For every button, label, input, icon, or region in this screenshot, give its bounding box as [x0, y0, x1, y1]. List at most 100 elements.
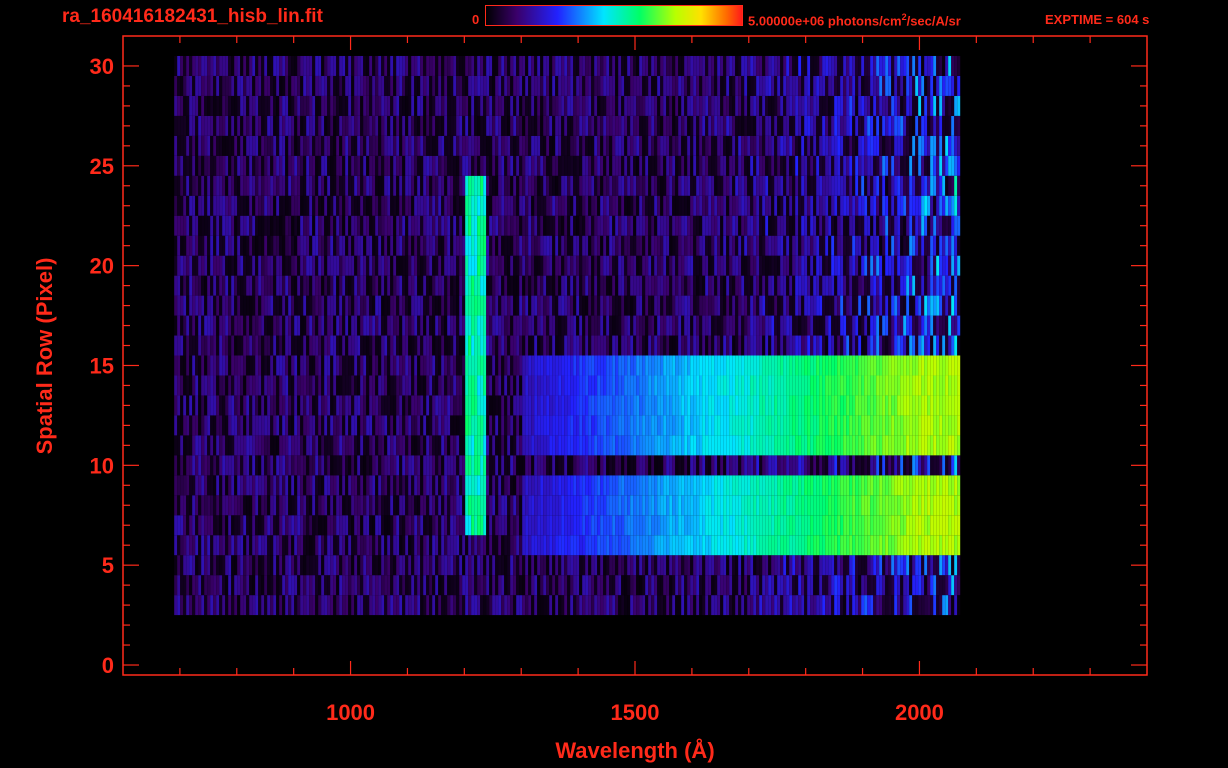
- heatmap-cell: [195, 475, 199, 496]
- heatmap-cell: [816, 315, 820, 336]
- heatmap-cell: [402, 415, 406, 436]
- heatmap-cell: [264, 575, 268, 596]
- heatmap-cell: [900, 515, 904, 536]
- heatmap-cell: [666, 455, 670, 476]
- heatmap-cell: [507, 395, 511, 416]
- heatmap-cell: [183, 515, 187, 536]
- heatmap-cell: [240, 295, 244, 316]
- heatmap-cell: [792, 375, 796, 396]
- heatmap-cell: [855, 495, 859, 516]
- heatmap-cell: [504, 475, 508, 496]
- heatmap-cell: [354, 395, 358, 416]
- heatmap-cell: [633, 495, 637, 516]
- heatmap-cell: [918, 355, 922, 376]
- heatmap-cell: [663, 515, 667, 536]
- heatmap-cell: [453, 415, 457, 436]
- heatmap-cell: [228, 475, 232, 496]
- heatmap-cell: [708, 595, 712, 616]
- heatmap-cell: [627, 595, 631, 616]
- heatmap-cell: [225, 255, 229, 276]
- heatmap-cell: [537, 475, 541, 496]
- heatmap-cell: [537, 535, 541, 556]
- heatmap-cell: [624, 495, 628, 516]
- heatmap-cell: [318, 375, 322, 396]
- heatmap-cell: [234, 415, 238, 436]
- heatmap-cell: [840, 235, 844, 256]
- heatmap-cell: [447, 235, 451, 256]
- heatmap-cell: [756, 495, 760, 516]
- heatmap-cell: [744, 475, 748, 496]
- heatmap-cell: [672, 435, 676, 456]
- heatmap-cell: [366, 535, 370, 556]
- heatmap-cell: [933, 415, 937, 436]
- heatmap-cell: [696, 515, 700, 536]
- heatmap-cell: [225, 395, 229, 416]
- heatmap-cell: [216, 575, 220, 596]
- heatmap-cell: [609, 475, 613, 496]
- heatmap-cell: [588, 355, 592, 376]
- heatmap-cell: [234, 355, 238, 376]
- heatmap-cell: [714, 255, 718, 276]
- heatmap-cell: [441, 435, 445, 456]
- heatmap-cell: [945, 335, 949, 356]
- heatmap-cell: [453, 295, 457, 316]
- heatmap-cell: [453, 255, 457, 276]
- heatmap-cell: [675, 455, 679, 476]
- heatmap-cell: [480, 555, 484, 576]
- heatmap-cell: [741, 395, 745, 416]
- heatmap-cell: [540, 515, 544, 536]
- heatmap-cell: [594, 315, 598, 336]
- heatmap-cell: [615, 355, 619, 376]
- heatmap-cell: [765, 555, 769, 576]
- heatmap-cell: [492, 575, 496, 596]
- heatmap-cell: [534, 395, 538, 416]
- heatmap-cell: [189, 315, 193, 336]
- heatmap-cell: [534, 275, 538, 296]
- heatmap-cell: [555, 455, 559, 476]
- heatmap-cell: [693, 235, 697, 256]
- heatmap-cell: [258, 595, 262, 616]
- heatmap-cell: [270, 315, 274, 336]
- heatmap-cell: [558, 535, 562, 556]
- heatmap-cell: [783, 335, 787, 356]
- heatmap-cell: [489, 415, 493, 436]
- heatmap-cell: [885, 535, 889, 556]
- heatmap-cell: [390, 555, 394, 576]
- heatmap-cell: [699, 255, 703, 276]
- heatmap-cell: [297, 595, 301, 616]
- heatmap-cell: [909, 415, 913, 436]
- heatmap-cell: [378, 415, 382, 436]
- heatmap-cell: [768, 275, 772, 296]
- heatmap-cell: [261, 575, 265, 596]
- heatmap-cell: [471, 435, 475, 456]
- heatmap-cell: [846, 275, 850, 296]
- heatmap-cell: [174, 555, 178, 576]
- heatmap-cell: [441, 515, 445, 536]
- heatmap-cell: [726, 555, 730, 576]
- heatmap-cell: [309, 455, 313, 476]
- heatmap-cell: [768, 515, 772, 536]
- heatmap-cell: [330, 335, 334, 356]
- heatmap-cell: [870, 395, 874, 416]
- heatmap-cell: [348, 315, 352, 336]
- heatmap-cell: [300, 375, 304, 396]
- heatmap-cell: [687, 295, 691, 316]
- heatmap-cell: [906, 495, 910, 516]
- heatmap-cell: [639, 415, 643, 436]
- heatmap-cell: [231, 315, 235, 336]
- heatmap-cell: [201, 255, 205, 276]
- heatmap-cell: [426, 555, 430, 576]
- heatmap-cell: [942, 415, 946, 436]
- heatmap-cell: [576, 495, 580, 516]
- heatmap-cell: [468, 395, 472, 416]
- heatmap-cell: [474, 335, 478, 356]
- heatmap-cell: [465, 235, 469, 256]
- heatmap-cell: [789, 495, 793, 516]
- heatmap-cell: [804, 535, 808, 556]
- heatmap-cell: [450, 335, 454, 356]
- heatmap-cell: [447, 395, 451, 416]
- heatmap-cell: [261, 435, 265, 456]
- heatmap-cell: [228, 275, 232, 296]
- heatmap-cell: [651, 275, 655, 296]
- heatmap-cell: [465, 475, 469, 496]
